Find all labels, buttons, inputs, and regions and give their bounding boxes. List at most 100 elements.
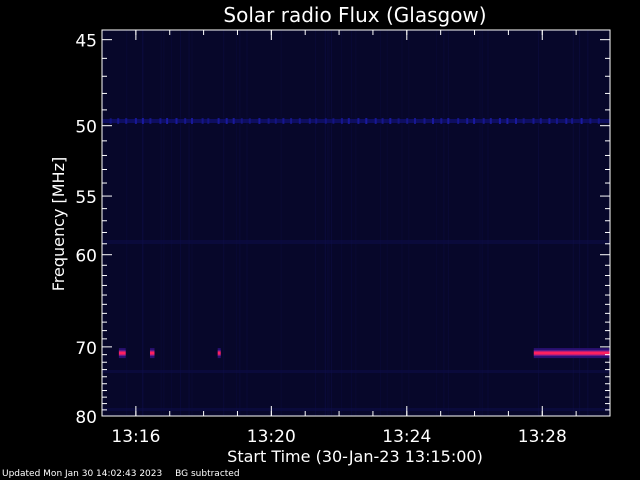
noise-streak — [479, 30, 481, 416]
band-pulse — [347, 118, 350, 124]
band-pulse — [232, 118, 235, 124]
noise-streak — [447, 30, 449, 416]
band-pulse — [565, 118, 568, 124]
burst-mark — [217, 350, 221, 357]
noise-streak — [246, 30, 248, 416]
noise-streak — [223, 30, 225, 416]
band-pulse — [515, 118, 517, 124]
band-pulse — [374, 118, 377, 124]
band-pulse — [447, 118, 450, 124]
noise-streak — [487, 30, 489, 416]
band-pulse — [166, 118, 169, 124]
noise-streak — [481, 30, 483, 416]
x-tick-label: 13:28 — [518, 427, 567, 447]
y-tick-label: 50 — [75, 118, 97, 138]
band-pulse — [117, 118, 120, 124]
band-pulse — [175, 118, 178, 124]
band-pulse — [389, 118, 392, 124]
band-pulse — [357, 118, 360, 124]
noise-streak — [330, 30, 332, 416]
noise-streak — [327, 30, 329, 416]
noise-streak — [379, 30, 381, 416]
band-pulse — [159, 118, 162, 124]
noise-streak — [239, 30, 241, 416]
noise-row — [102, 370, 610, 373]
y-tick-label: 55 — [75, 188, 97, 208]
band-pulse — [381, 118, 384, 124]
band-pulse — [589, 118, 592, 124]
band-pulse — [548, 118, 551, 124]
noise-streak — [386, 30, 388, 416]
band-pulse — [191, 118, 193, 124]
noise-streak — [443, 30, 445, 416]
band-pulse — [457, 118, 460, 124]
y-tick-label: 80 — [75, 408, 97, 428]
noise-streak — [142, 30, 144, 416]
footer: Updated Mon Jan 30 14:02:43 2023 BG subt… — [2, 469, 250, 479]
band-pulse — [258, 118, 261, 124]
band-pulse — [141, 118, 144, 124]
noise-streak — [538, 30, 540, 416]
noise-streak — [401, 30, 403, 416]
band-pulse — [489, 118, 492, 124]
noise-streak — [341, 30, 343, 416]
x-tick-label: 13:16 — [111, 427, 160, 447]
band-pulse — [125, 118, 128, 124]
noise-streak — [351, 30, 353, 416]
band-pulse — [282, 118, 285, 124]
x-axis: 13:16 13:20 13:24 13:28 — [111, 30, 577, 447]
plot-frame — [101, 29, 611, 417]
band-pulse — [240, 118, 243, 124]
noise-streak — [126, 30, 128, 416]
band-pulse — [597, 118, 600, 124]
updated-timestamp: Updated Mon Jan 30 14:02:43 2023 — [2, 469, 163, 479]
band-pulse — [482, 118, 485, 124]
noise-streak — [236, 30, 238, 416]
noise-streak — [163, 30, 165, 416]
bg-note: BG subtracted — [175, 469, 240, 479]
y-axis: 45 50 55 60 70 80 — [75, 32, 610, 428]
band-pulse — [432, 118, 434, 124]
band-pulse — [134, 118, 137, 124]
noise-streak — [436, 30, 437, 416]
band-pulse — [397, 118, 400, 124]
band-pulse — [414, 118, 416, 124]
band-pulse — [267, 118, 270, 124]
band-pulse — [365, 118, 368, 124]
noise-streak — [141, 30, 143, 416]
band-pulse — [532, 118, 535, 124]
noise-streak — [587, 30, 589, 416]
noise-streak — [160, 30, 162, 416]
band-pulse — [290, 118, 293, 124]
band-pulse — [332, 118, 335, 124]
band-pulse — [207, 118, 210, 124]
band-pulse — [440, 118, 443, 124]
noise-streak — [587, 30, 589, 416]
band-pulse — [506, 118, 509, 124]
band-pulse — [315, 118, 318, 124]
band-pulse — [225, 118, 228, 124]
background-streaks — [102, 30, 610, 416]
noise-streak — [579, 30, 581, 416]
band-background — [102, 119, 610, 123]
band-pulse — [201, 118, 204, 124]
noise-streak — [408, 30, 410, 416]
noise-streak — [324, 30, 326, 416]
band-pulse — [308, 118, 311, 124]
noise-streak — [572, 30, 574, 416]
band-pulse — [539, 118, 542, 124]
band-pulse — [217, 118, 220, 124]
band-pulse — [324, 118, 327, 124]
band-pulse — [298, 118, 301, 124]
band-pulse — [580, 118, 583, 124]
noise-streak — [331, 30, 332, 416]
band-pulse — [473, 118, 476, 124]
noise-streak — [443, 30, 445, 416]
band-pulse — [466, 118, 469, 124]
y-tick-label: 70 — [75, 339, 97, 359]
noise-streak — [191, 30, 193, 416]
band-pulse — [406, 118, 409, 124]
y-tick-label: 60 — [75, 247, 97, 267]
band-pulse — [149, 118, 152, 124]
